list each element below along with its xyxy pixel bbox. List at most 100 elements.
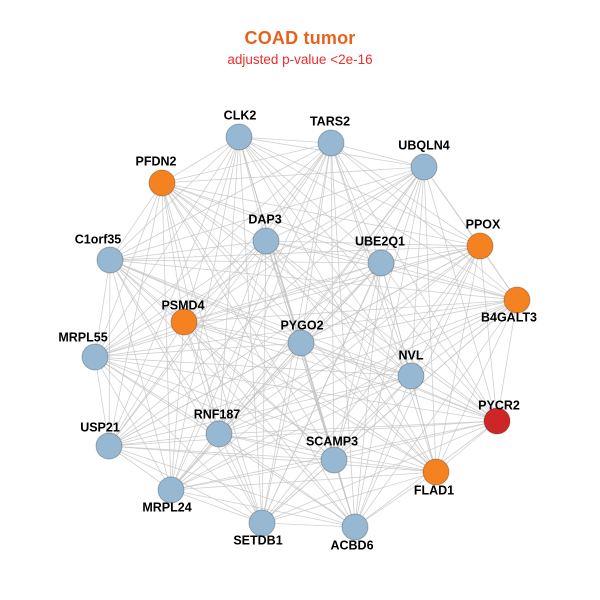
node-FLAD1: [422, 458, 450, 486]
edge-PFDN2-NVL: [161, 182, 412, 377]
edge-UBE2Q1-MRPL55: [94, 262, 382, 358]
edge-PFDN2-DAP3: [161, 182, 267, 242]
edge-RNF187-SETDB1: [218, 433, 263, 524]
edge-RNF187-USP21: [108, 433, 220, 447]
edge-C1orf35-PSMD4: [109, 259, 185, 323]
node-MRPL55: [81, 343, 109, 371]
edge-NVL-PYCR2: [410, 375, 498, 422]
edge-PPOX-NVL: [410, 245, 481, 377]
edge-PYGO2-NVL: [300, 342, 412, 377]
edge-C1orf35-SETDB1: [109, 259, 263, 524]
edge-B4GALT3-PYGO2: [300, 299, 518, 344]
node-label-PYCR2: PYCR2: [478, 398, 520, 412]
edge-PFDN2-PYGO2: [161, 182, 302, 344]
edge-CLK2-PSMD4: [183, 136, 240, 323]
edge-NVL-SCAMP3: [333, 375, 412, 461]
edge-CLK2-TARS2: [238, 136, 332, 144]
edge-layer: [94, 136, 518, 528]
node-B4GALT3: [503, 286, 531, 314]
edge-C1orf35-B4GALT3: [109, 259, 518, 301]
edge-DAP3-PYCR2: [265, 240, 498, 422]
edge-PSMD4-MRPL24: [170, 321, 185, 491]
edge-DAP3-SETDB1: [261, 240, 267, 524]
edge-PFDN2-FLAD1: [161, 182, 437, 473]
edge-RNF187-SCAMP3: [218, 433, 335, 461]
edge-PYGO2-ACBD6: [300, 342, 356, 528]
edge-MRPL55-SETDB1: [94, 356, 263, 524]
edge-MRPL55-NVL: [94, 356, 412, 377]
edge-DAP3-MRPL55: [94, 240, 267, 358]
edge-B4GALT3-RNF187: [218, 299, 518, 435]
edge-PPOX-RNF187: [218, 245, 481, 435]
node-label-ACBD6: ACBD6: [330, 538, 373, 552]
node-label-SCAMP3: SCAMP3: [306, 434, 358, 448]
edge-PPOX-FLAD1: [435, 245, 481, 473]
edge-B4GALT3-FLAD1: [435, 299, 518, 473]
edge-USP21-FLAD1: [108, 445, 437, 473]
edge-SCAMP3-MRPL24: [170, 459, 335, 491]
edge-PYGO2-MRPL55: [94, 342, 302, 358]
edge-TARS2-C1orf35: [109, 142, 332, 261]
edge-PFDN2-C1orf35: [109, 182, 163, 261]
node-label-NVL: NVL: [399, 348, 424, 362]
node-PPOX: [466, 232, 494, 260]
edge-UBE2Q1-ACBD6: [354, 262, 382, 528]
node-label-RNF187: RNF187: [194, 407, 241, 421]
edge-PFDN2-B4GALT3: [161, 182, 518, 301]
edge-PSMD4-PYGO2: [183, 321, 302, 344]
edge-RNF187-ACBD6: [218, 433, 356, 528]
edge-PPOX-PYCR2: [479, 245, 498, 422]
node-USP21: [95, 432, 123, 460]
edge-C1orf35-FLAD1: [109, 259, 437, 473]
edge-C1orf35-MRPL24: [109, 259, 172, 491]
edge-PSMD4-FLAD1: [183, 321, 437, 473]
node-label-PYGO2: PYGO2: [280, 318, 323, 332]
node-DAP3: [252, 227, 280, 255]
edge-UBQLN4-RNF187: [218, 166, 425, 435]
edge-PFDN2-SCAMP3: [161, 182, 335, 461]
node-PYGO2: [287, 329, 315, 357]
node-RNF187: [205, 420, 233, 448]
edge-PYCR2-USP21: [108, 420, 498, 447]
edge-UBQLN4-C1orf35: [109, 166, 425, 261]
edge-C1orf35-PYGO2: [109, 259, 302, 344]
edge-TARS2-FLAD1: [330, 142, 437, 473]
edge-PFDN2-USP21: [108, 182, 163, 447]
edge-UBQLN4-NVL: [410, 166, 425, 377]
node-PSMD4: [170, 308, 198, 336]
node-UBE2Q1: [367, 249, 395, 277]
edge-C1orf35-USP21: [108, 259, 111, 447]
edge-NVL-USP21: [108, 375, 412, 447]
edge-SCAMP3-SETDB1: [261, 459, 335, 524]
edge-DAP3-USP21: [108, 240, 267, 447]
node-label-UBQLN4: UBQLN4: [398, 138, 449, 152]
edge-PSMD4-B4GALT3: [183, 299, 518, 323]
edge-PFDN2-PPOX: [161, 182, 481, 247]
edge-UBE2Q1-B4GALT3: [380, 262, 518, 301]
edge-CLK2-B4GALT3: [238, 136, 518, 301]
node-TARS2: [317, 129, 345, 157]
node-PYCR2: [483, 407, 511, 435]
node-NVL: [397, 362, 425, 390]
edge-PSMD4-RNF187: [183, 321, 220, 435]
edge-TARS2-PPOX: [330, 142, 481, 247]
edge-PFDN2-SETDB1: [161, 182, 263, 524]
edge-PPOX-DAP3: [265, 240, 481, 247]
edge-B4GALT3-NVL: [410, 299, 518, 377]
edge-B4GALT3-MRPL55: [94, 299, 518, 358]
edge-PYCR2-FLAD1: [435, 420, 498, 473]
node-SETDB1: [248, 509, 276, 537]
node-label-B4GALT3: B4GALT3: [481, 310, 537, 324]
edge-DAP3-UBE2Q1: [265, 240, 382, 264]
edge-TARS2-PFDN2: [161, 142, 332, 184]
node-label-PSMD4: PSMD4: [161, 298, 204, 312]
edge-PSMD4-MRPL55: [94, 321, 185, 358]
edge-CLK2-SETDB1: [238, 136, 263, 524]
edge-PYGO2-FLAD1: [300, 342, 437, 473]
edge-B4GALT3-ACBD6: [354, 299, 518, 528]
edge-PPOX-PSMD4: [183, 245, 481, 323]
node-SCAMP3: [320, 446, 348, 474]
node-label-PFDN2: PFDN2: [136, 154, 177, 168]
edge-CLK2-USP21: [108, 136, 240, 447]
edge-UBE2Q1-PSMD4: [183, 262, 382, 323]
